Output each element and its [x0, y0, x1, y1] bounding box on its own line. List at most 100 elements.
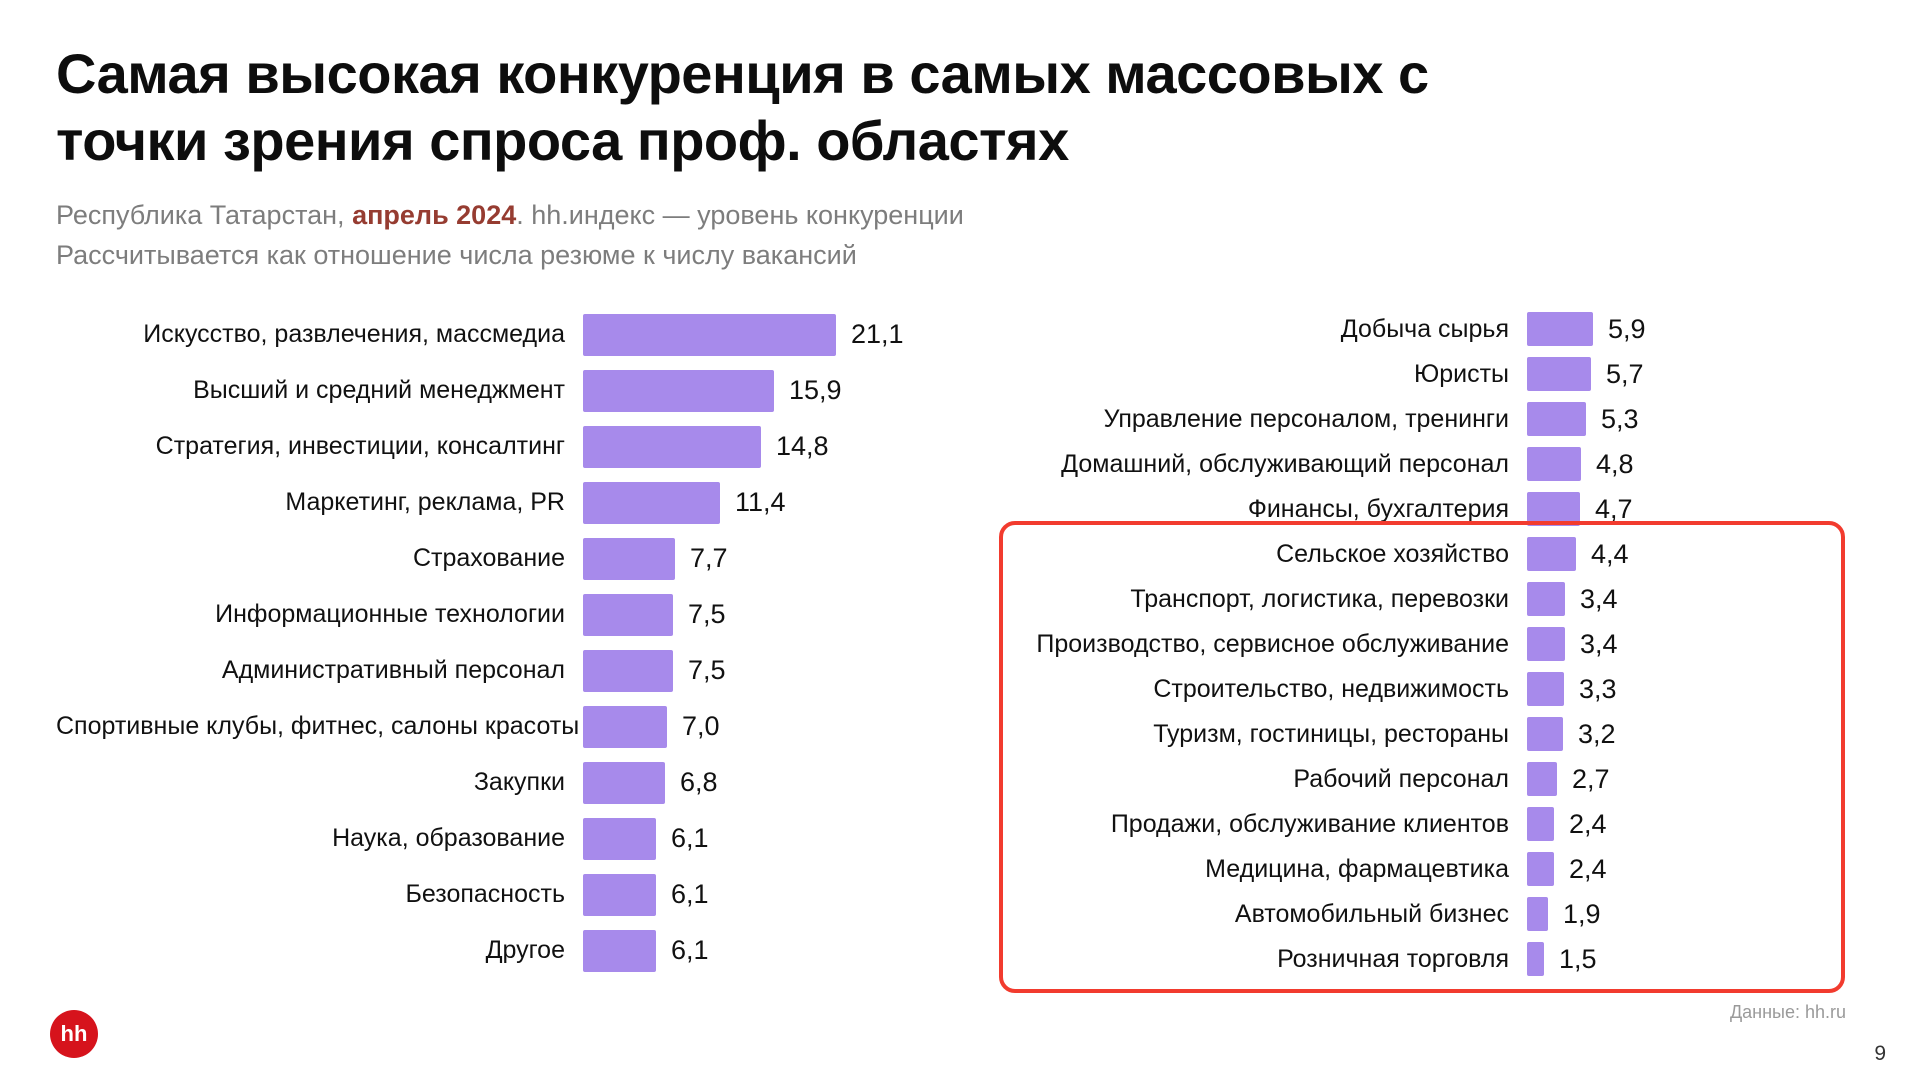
bar: [583, 873, 656, 916]
bar: [1527, 537, 1576, 572]
bar-row: Домашний, обслуживающий персонал 4,8: [985, 442, 1855, 487]
bar: [1527, 447, 1581, 482]
bar: [583, 929, 656, 972]
data-source-label: Данные: hh.ru: [1729, 1002, 1846, 1022]
bar-label: Финансы, бухгалтерия: [1247, 494, 1509, 523]
bar-row: Маркетинг, реклама, PR 11,4: [56, 475, 985, 531]
bar-row: Юристы 5,7: [985, 352, 1855, 397]
bar-label: Другое: [485, 936, 565, 965]
bar-row: Искусство, развлечения, массмедиа 21,1: [56, 307, 985, 363]
bar-label: Спортивные клубы, фитнес, салоны красоты: [56, 712, 580, 741]
bar-value: 4,8: [1596, 448, 1634, 479]
bar: [1527, 852, 1554, 887]
bar-value: 2,4: [1569, 853, 1607, 884]
bar-row: Рабочий персонал 2,7: [985, 757, 1855, 802]
bar-row: Строительство, недвижимость 3,3: [985, 667, 1855, 712]
bar-row: Сельское хозяйство 4,4: [985, 532, 1855, 577]
bar-value: 7,5: [688, 655, 726, 686]
bar: [583, 705, 667, 748]
bar: [583, 537, 675, 580]
bar-row: Продажи, обслуживание клиентов 2,4: [985, 802, 1855, 847]
bar: [1527, 402, 1586, 437]
bar-label: Строительство, недвижимость: [1153, 674, 1509, 703]
bar: [583, 425, 761, 468]
bar-row: Медицина, фармацевтика 2,4: [985, 847, 1855, 892]
bar-value: 21,1: [851, 319, 904, 350]
bar-label: Управление персоналом, тренинги: [1103, 404, 1509, 433]
bar: [583, 481, 720, 524]
bar-label: Автомобильный бизнес: [1234, 899, 1509, 928]
bar-label: Юристы: [1413, 359, 1509, 388]
hh-logo-text: hh: [60, 1021, 88, 1046]
bar: [1527, 897, 1548, 932]
bar-value: 6,8: [680, 767, 718, 798]
bar-row: Спортивные клубы, фитнес, салоны красоты…: [56, 699, 985, 755]
bar-value: 6,1: [671, 823, 709, 854]
bar: [583, 369, 774, 412]
bar: [583, 313, 836, 356]
bar-row: Страхование 7,7: [56, 531, 985, 587]
subtitle-index-label: . hh.индекс — уровень конкуренции: [516, 200, 964, 231]
hh-logo: hh: [50, 1010, 98, 1058]
bar-label: Искусство, развлечения, массмедиа: [143, 320, 565, 349]
bar-value: 5,3: [1601, 403, 1639, 434]
bar-label: Информационные технологии: [215, 600, 565, 629]
bar-row: Информационные технологии 7,5: [56, 587, 985, 643]
bar-value: 5,9: [1608, 313, 1646, 344]
subtitle-region: Республика Татарстан,: [56, 200, 353, 231]
bar-label: Безопасность: [405, 880, 565, 909]
chart-right: Добыча сырья 5,9 Юристы 5,7 Управление персо…: [985, 307, 1855, 993]
bar: [583, 817, 656, 860]
bar-value: 3,4: [1580, 628, 1618, 659]
bar-value: 4,4: [1591, 538, 1629, 569]
bar-row: Автомобильный бизнес 1,9: [985, 892, 1855, 937]
bar-row: Наука, образование 6,1: [56, 811, 985, 867]
page-title: Самая высокая конкуренция в самых массов…: [56, 42, 1429, 173]
bar-label: Сельское хозяйство: [1276, 539, 1509, 568]
chart-subtitle: Республика Татарстан, апрель 2024. hh.ин…: [56, 196, 1920, 274]
charts-container: Искусство, развлечения, массмедиа 21,1 Выс…: [0, 307, 1920, 993]
bar-row: Безопасность 6,1: [56, 867, 985, 923]
bar-row: Закупки 6,8: [56, 755, 985, 811]
bar-row: Высший и средний менеджмент 15,9: [56, 363, 985, 419]
bar-value: 1,9: [1563, 898, 1601, 929]
bar-value: 6,1: [671, 935, 709, 966]
bar-label: Высший и средний менеджмент: [193, 376, 565, 405]
bar-value: 3,2: [1578, 718, 1616, 749]
bar-value: 7,0: [682, 711, 720, 742]
bar-row: Розничная торговля 1,5: [985, 937, 1855, 982]
bar-value: 14,8: [776, 431, 829, 462]
bar: [1527, 807, 1554, 842]
bar-value: 2,4: [1569, 808, 1607, 839]
bar: [1527, 762, 1557, 797]
bar-label: Страхование: [412, 544, 565, 573]
bar-row: Транспорт, логистика, перевозки 3,4: [985, 577, 1855, 622]
bar: [1527, 942, 1544, 977]
bar: [1527, 312, 1593, 347]
bar-label: Розничная торговля: [1277, 944, 1509, 973]
bar-row: Финансы, бухгалтерия 4,7: [985, 487, 1855, 532]
subtitle-method: Рассчитывается как отношение числа резюм…: [56, 239, 857, 270]
bar-value: 6,1: [671, 879, 709, 910]
bar-row: Стратегия, инвестиции, консалтинг 14,8: [56, 419, 985, 475]
bar-row: Административный персонал 7,5: [56, 643, 985, 699]
bar: [583, 593, 673, 636]
bar-value: 4,7: [1595, 493, 1633, 524]
bar-row: Добыча сырья 5,9: [985, 307, 1855, 352]
bar-value: 3,4: [1580, 583, 1618, 614]
bar-value: 5,7: [1606, 358, 1644, 389]
bar-value: 7,5: [688, 599, 726, 630]
bar: [583, 649, 673, 692]
bar-row: Туризм, гостиницы, рестораны 3,2: [985, 712, 1855, 757]
chart-left: Искусство, развлечения, массмедиа 21,1 Выс…: [56, 307, 985, 982]
page-number: 9: [1874, 1042, 1886, 1065]
bar-label: Закупки: [473, 768, 565, 797]
bar-label: Рабочий персонал: [1293, 764, 1509, 793]
bar-label: Медицина, фармацевтика: [1205, 854, 1509, 883]
bar: [1527, 357, 1591, 392]
bar: [1527, 492, 1580, 527]
bar-label: Административный персонал: [221, 656, 565, 685]
subtitle-period: апрель 2024: [352, 200, 517, 231]
bar: [1527, 582, 1565, 617]
bar-label: Производство, сервисное обслуживание: [1036, 629, 1509, 658]
